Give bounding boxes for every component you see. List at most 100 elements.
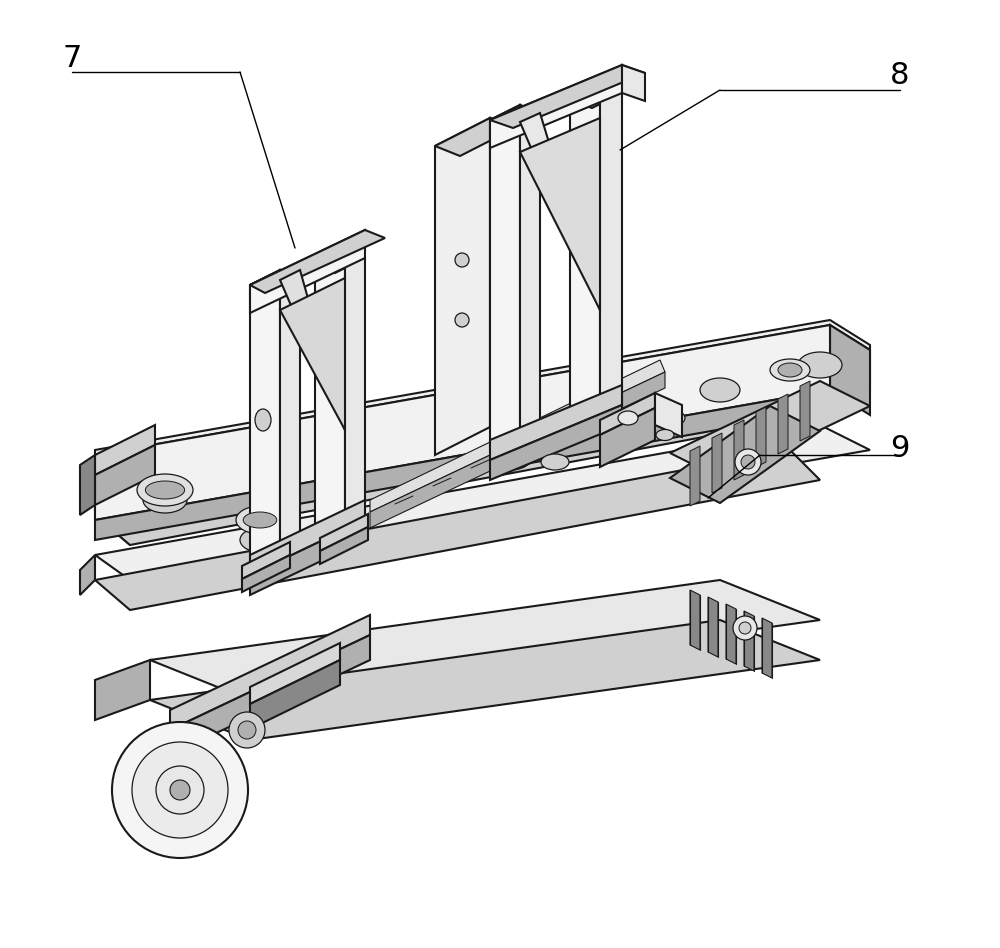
Polygon shape [95, 455, 130, 545]
Ellipse shape [455, 313, 469, 327]
Polygon shape [95, 425, 870, 580]
Polygon shape [95, 325, 870, 485]
Text: 7: 7 [62, 44, 82, 72]
Polygon shape [520, 113, 600, 310]
Polygon shape [315, 250, 365, 273]
Ellipse shape [798, 352, 842, 378]
Polygon shape [435, 118, 490, 455]
Polygon shape [80, 455, 95, 515]
Polygon shape [242, 555, 290, 592]
Polygon shape [370, 360, 665, 512]
Polygon shape [520, 105, 540, 443]
Circle shape [112, 722, 248, 858]
Polygon shape [315, 250, 345, 545]
Polygon shape [690, 590, 700, 650]
Polygon shape [520, 118, 600, 310]
Polygon shape [655, 393, 682, 437]
Polygon shape [250, 500, 365, 575]
Polygon shape [570, 85, 600, 430]
Polygon shape [280, 278, 345, 430]
Polygon shape [242, 542, 290, 579]
Polygon shape [708, 597, 718, 657]
Polygon shape [250, 230, 385, 293]
Polygon shape [150, 580, 820, 700]
Circle shape [170, 780, 190, 800]
Circle shape [735, 449, 761, 475]
Text: 9: 9 [890, 433, 910, 463]
Polygon shape [250, 270, 300, 293]
Polygon shape [95, 325, 830, 520]
Polygon shape [762, 618, 772, 678]
Polygon shape [800, 381, 810, 441]
Polygon shape [320, 514, 368, 551]
Polygon shape [490, 118, 515, 437]
Polygon shape [150, 620, 820, 740]
Ellipse shape [137, 474, 193, 506]
Polygon shape [320, 527, 368, 564]
Ellipse shape [490, 450, 530, 470]
Polygon shape [570, 85, 622, 108]
Text: 8: 8 [890, 61, 910, 89]
Ellipse shape [655, 410, 685, 427]
Polygon shape [830, 325, 870, 415]
Polygon shape [250, 270, 280, 565]
Polygon shape [95, 385, 820, 545]
Polygon shape [280, 270, 345, 430]
Polygon shape [600, 393, 655, 435]
Polygon shape [95, 660, 150, 720]
Ellipse shape [236, 506, 284, 534]
Polygon shape [778, 394, 788, 454]
Polygon shape [756, 407, 766, 467]
Polygon shape [744, 611, 754, 671]
Polygon shape [250, 230, 365, 313]
Polygon shape [490, 65, 622, 148]
Ellipse shape [240, 528, 280, 552]
Polygon shape [690, 446, 700, 506]
Circle shape [741, 455, 755, 469]
Polygon shape [250, 660, 340, 729]
Polygon shape [600, 85, 622, 423]
Ellipse shape [143, 487, 187, 513]
Ellipse shape [455, 253, 469, 267]
Polygon shape [490, 105, 520, 450]
Polygon shape [600, 408, 655, 467]
Polygon shape [734, 420, 744, 480]
Circle shape [739, 622, 751, 634]
Polygon shape [280, 270, 300, 558]
Polygon shape [95, 425, 155, 475]
Polygon shape [250, 643, 340, 704]
Polygon shape [370, 372, 665, 528]
Polygon shape [170, 615, 370, 730]
Polygon shape [95, 390, 830, 540]
Ellipse shape [778, 363, 802, 377]
Circle shape [733, 616, 757, 640]
Circle shape [132, 742, 228, 838]
Polygon shape [726, 604, 736, 664]
Polygon shape [670, 381, 870, 478]
Circle shape [156, 766, 204, 814]
Ellipse shape [618, 411, 638, 425]
Polygon shape [80, 555, 95, 595]
Polygon shape [490, 405, 622, 480]
Polygon shape [95, 320, 870, 520]
Ellipse shape [541, 454, 569, 470]
Ellipse shape [255, 409, 271, 431]
Polygon shape [712, 433, 722, 493]
Circle shape [229, 712, 265, 748]
Circle shape [238, 721, 256, 739]
Ellipse shape [700, 378, 740, 402]
Ellipse shape [770, 359, 810, 381]
Ellipse shape [656, 429, 674, 441]
Ellipse shape [145, 481, 185, 499]
Polygon shape [490, 65, 645, 128]
Polygon shape [490, 385, 622, 460]
Polygon shape [490, 105, 540, 128]
Polygon shape [95, 445, 155, 505]
Polygon shape [170, 635, 370, 755]
Ellipse shape [322, 479, 358, 501]
Polygon shape [435, 118, 515, 156]
Polygon shape [622, 65, 645, 101]
Polygon shape [250, 520, 365, 595]
Ellipse shape [243, 512, 277, 528]
Polygon shape [345, 250, 365, 538]
